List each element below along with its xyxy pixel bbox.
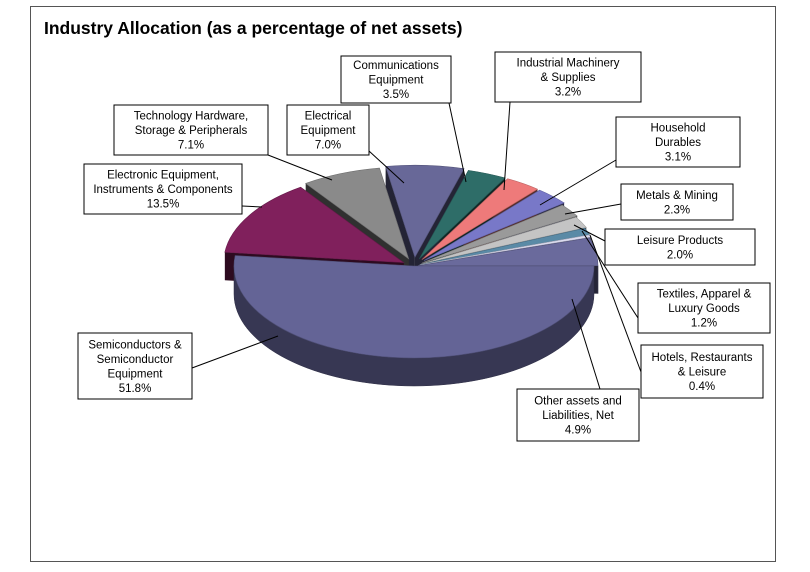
leader-line-5: [503, 101, 511, 191]
pie-slice-8: [421, 216, 587, 265]
slice-label-box-1: [83, 163, 243, 215]
slice-label-11: Other assets and Liabilities, Net 4.9%: [516, 388, 640, 442]
chart-title: Industry Allocation (as a percentage of …: [44, 18, 463, 38]
slice-value-5: 3.2%: [555, 87, 581, 99]
slice-value-0: 51.8%: [119, 383, 152, 395]
slice-value-3: 7.0%: [315, 140, 341, 152]
leader-line-9: [581, 230, 639, 319]
slice-name-line-1-1: Instruments & Components: [93, 184, 233, 196]
slice-name-line-9-0: Textiles, Apparel &: [657, 289, 752, 301]
slice-label-5: Industrial Machinery & Supplies 3.2%: [494, 51, 642, 103]
slice-label-3: Electrical Equipment 7.0%: [286, 104, 370, 156]
slice-label-9: Textiles, Apparel & Luxury Goods 1.2%: [637, 282, 771, 334]
slice-label-box-9: [637, 282, 771, 334]
pie-slice-6: [423, 189, 565, 261]
slice-name-line-4-0: Communications: [353, 60, 439, 72]
slice-label-box-11: [516, 388, 640, 442]
slice-label-6: Household Durables 3.1%: [615, 116, 741, 168]
slice-value-10: 0.4%: [689, 381, 715, 393]
slice-name-line-2-0: Technology Hardware,: [134, 111, 248, 123]
leader-line-11: [571, 298, 601, 390]
slice-name-line-11-0: Other assets and: [534, 396, 622, 408]
slice-label-box-2: [113, 104, 269, 156]
pie-slice-7: [422, 204, 578, 264]
slice-name-line-11-1: Liabilities, Net: [542, 410, 614, 422]
leader-line-7: [564, 203, 622, 215]
slice-value-1: 13.5%: [147, 199, 180, 211]
leader-line-10: [589, 234, 642, 373]
slice-label-2: Technology Hardware, Storage & Peripheral…: [113, 104, 269, 156]
slice-name-line-1-0: Electronic Equipment,: [107, 170, 219, 182]
slice-value-9: 1.2%: [691, 318, 717, 330]
slice-value-8: 2.0%: [667, 249, 693, 261]
leader-line-8: [573, 224, 606, 242]
slice-label-0: Semiconductors & Semiconductor Equipment 51…: [77, 332, 193, 400]
slice-name-line-10-1: & Leisure: [678, 367, 727, 379]
leader-lines: [191, 101, 642, 390]
slice-name-line-10-0: Hotels, Restaurants: [652, 352, 753, 364]
slice-name-line-6-0: Household: [651, 123, 706, 135]
slice-name-line-0-2: Equipment: [108, 368, 164, 380]
slice-label-4: Communications Equipment 3.5%: [340, 55, 452, 104]
pie-slice-5: [421, 178, 539, 260]
slice-label-1: Electronic Equipment, Instruments & Compo…: [83, 163, 243, 215]
slice-value-11: 4.9%: [565, 425, 591, 437]
leader-line-6: [539, 159, 617, 206]
slice-value-7: 2.3%: [664, 204, 690, 216]
leader-line-4: [448, 102, 467, 183]
slice-name-line-4-1: Equipment: [369, 75, 425, 87]
slice-name-line-5-1: & Supplies: [541, 72, 596, 84]
slice-label-box-7: [620, 183, 734, 221]
slice-label-box-8: [604, 228, 756, 266]
slice-labels: Semiconductors & Semiconductor Equipment 51…: [77, 51, 771, 442]
slice-name-line-3-0: Electrical: [305, 111, 352, 123]
slice-name-line-5-0: Industrial Machinery: [517, 58, 620, 70]
slice-label-10: Hotels, Restaurants & Leisure 0.4%: [640, 344, 764, 399]
leader-line-2: [267, 154, 333, 181]
slice-name-line-9-1: Luxury Goods: [668, 303, 740, 315]
slice-label-box-0: [77, 332, 193, 400]
leader-line-0: [191, 335, 279, 369]
pie-slice-1: [224, 186, 405, 263]
slice-name-line-7-0: Metals & Mining: [636, 190, 718, 202]
slice-value-6: 3.1%: [665, 152, 691, 164]
slice-name-line-2-1: Storage & Peripherals: [135, 125, 248, 137]
pie-slice-0: [233, 255, 595, 359]
slice-label-box-4: [340, 55, 452, 104]
slice-name-line-0-0: Semiconductors &: [88, 339, 182, 351]
slice-value-2: 7.1%: [178, 140, 204, 152]
pie-slice-2: [305, 167, 410, 260]
slice-label-7: Metals & Mining 2.3%: [620, 183, 734, 221]
slice-name-line-3-1: Equipment: [301, 125, 357, 137]
slice-label-box-10: [640, 344, 764, 399]
slice-label-8: Leisure Products 2.0%: [604, 228, 756, 266]
slice-name-line-0-1: Semiconductor: [97, 354, 174, 366]
slice-label-box-6: [615, 116, 741, 168]
leader-line-3: [368, 150, 405, 184]
slice-name-line-6-1: Durables: [655, 137, 701, 149]
slice-label-box-3: [286, 104, 370, 156]
pie-slices: [224, 164, 599, 387]
slice-label-box-5: [494, 51, 642, 103]
leader-line-1: [241, 205, 263, 208]
slice-name-line-8-0: Leisure Products: [637, 235, 724, 247]
slice-value-4: 3.5%: [383, 89, 409, 101]
